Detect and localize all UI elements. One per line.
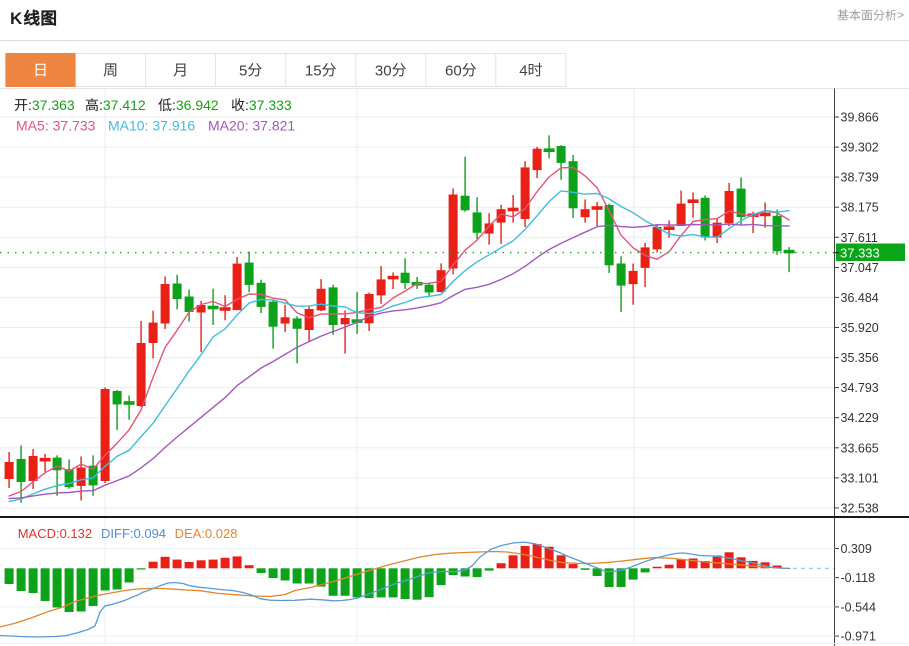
- svg-text:MA20: 37.821: MA20: 37.821: [208, 118, 295, 134]
- svg-text::: :: [172, 97, 176, 113]
- svg-text:37.412: 37.412: [103, 97, 146, 113]
- svg-text::: :: [245, 97, 249, 113]
- svg-text:-0.118: -0.118: [841, 571, 876, 585]
- svg-text:30: 30: [375, 62, 392, 79]
- svg-text:DIFF:0.094: DIFF:0.094: [101, 526, 166, 541]
- svg-text:MACD:0.132: MACD:0.132: [18, 526, 92, 541]
- svg-text:37.363: 37.363: [32, 97, 75, 113]
- svg-text:36.942: 36.942: [176, 97, 219, 113]
- svg-text:-0.971: -0.971: [841, 630, 876, 644]
- svg-text::: :: [99, 97, 103, 113]
- svg-text:0.309: 0.309: [841, 542, 872, 556]
- svg-text:35.920: 35.920: [841, 321, 879, 335]
- svg-text:5: 5: [239, 62, 247, 79]
- svg-text:37.333: 37.333: [840, 245, 880, 260]
- svg-text:60: 60: [445, 62, 462, 79]
- svg-text:39.866: 39.866: [841, 111, 879, 125]
- svg-text:37.333: 37.333: [249, 97, 292, 113]
- svg-text:DEA:0.028: DEA:0.028: [175, 526, 238, 541]
- svg-text:36.484: 36.484: [841, 291, 879, 305]
- svg-text:32.538: 32.538: [841, 501, 879, 515]
- svg-text::: :: [28, 97, 32, 113]
- svg-text:-0.544: -0.544: [841, 600, 876, 614]
- svg-text:33.665: 33.665: [841, 441, 879, 455]
- svg-text:15: 15: [305, 62, 322, 79]
- svg-text:4: 4: [519, 62, 527, 79]
- svg-text:39.302: 39.302: [841, 141, 879, 155]
- svg-text:>: >: [897, 8, 904, 22]
- svg-text:33.101: 33.101: [841, 471, 879, 485]
- svg-text:34.793: 34.793: [841, 381, 879, 395]
- svg-text:MA10: 37.916: MA10: 37.916: [108, 118, 195, 134]
- svg-text:K: K: [10, 9, 23, 28]
- svg-text:38.739: 38.739: [841, 171, 879, 185]
- svg-text:35.356: 35.356: [841, 351, 879, 365]
- svg-text:MA5: 37.733: MA5: 37.733: [16, 118, 96, 134]
- svg-text:38.175: 38.175: [841, 201, 879, 215]
- svg-text:37.047: 37.047: [841, 261, 879, 275]
- svg-text:34.229: 34.229: [841, 411, 879, 425]
- svg-text:37.611: 37.611: [841, 231, 878, 245]
